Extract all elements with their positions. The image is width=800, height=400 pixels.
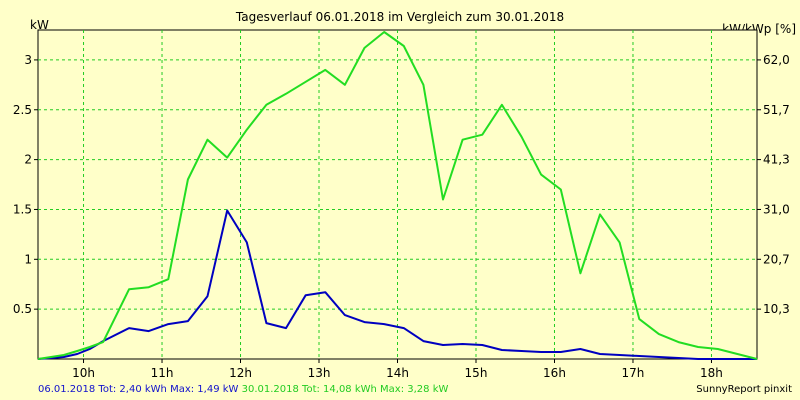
y2-tick-label: 41,3	[763, 153, 790, 167]
x-tick-label: 17h	[622, 366, 645, 380]
y2-tick-label: 51,7	[763, 103, 790, 117]
x-tick-label: 15h	[465, 366, 488, 380]
series-1-summary: 06.01.2018 Tot: 2,40 kWh Max: 1,49 kW	[38, 384, 239, 395]
y-tick-label: 2	[24, 153, 32, 167]
y-tick-label: 3	[24, 53, 32, 67]
series-2-summary: 30.01.2018 Tot: 14,08 kWh Max: 3,28 kW	[241, 384, 449, 395]
brand-label: SunnyReport pinxit	[696, 384, 792, 395]
x-tick-label: 14h	[386, 366, 409, 380]
y2-tick-label: 20,7	[763, 252, 790, 266]
series-line-2	[37, 31, 758, 360]
chart-footer: 06.01.2018 Tot: 2,40 kWh Max: 1,49 kW 30…	[38, 384, 448, 395]
y-tick-label: 2.5	[13, 103, 32, 117]
y-tick-label: 1.5	[13, 202, 32, 216]
x-tick-label: 13h	[308, 366, 331, 380]
x-tick-label: 12h	[229, 366, 252, 380]
y-tick-label: 1	[24, 252, 32, 266]
x-tick-label: 10h	[72, 366, 95, 380]
y-tick-label: 0.5	[13, 302, 32, 316]
y-axis-unit-left: kW	[30, 18, 49, 32]
x-tick-label: 18h	[700, 366, 723, 380]
y2-tick-label: 62,0	[763, 53, 790, 67]
series-line-1	[37, 209, 757, 360]
y2-tick-label: 31,0	[763, 202, 790, 216]
y2-tick-label: 10,3	[763, 302, 790, 316]
chart-title: Tagesverlauf 06.01.2018 im Vergleich zum…	[235, 10, 565, 24]
x-tick-label: 16h	[543, 366, 566, 380]
x-tick-label: 11h	[151, 366, 174, 380]
